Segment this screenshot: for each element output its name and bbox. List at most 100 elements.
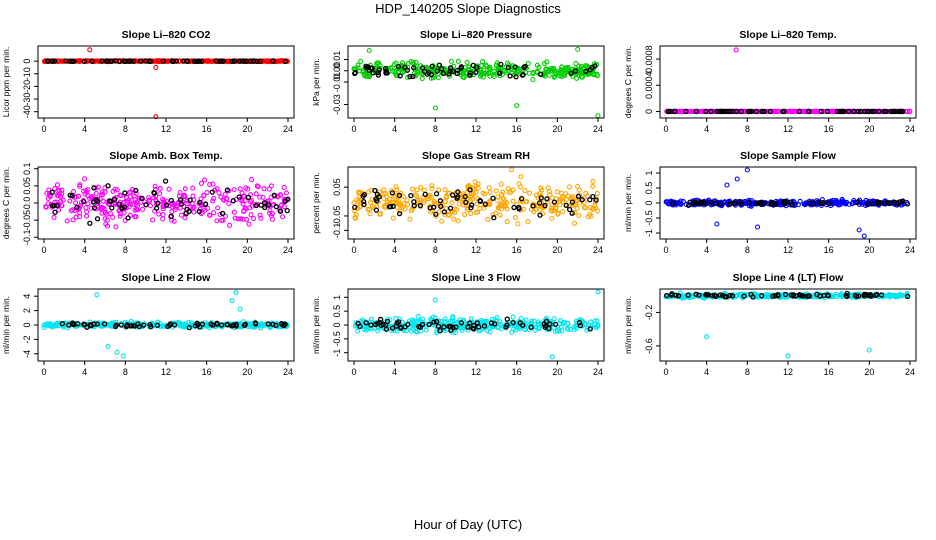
data-point xyxy=(110,214,116,220)
black-point xyxy=(143,202,149,208)
black-point xyxy=(838,108,845,115)
black-point xyxy=(373,196,379,202)
black-point xyxy=(805,108,812,115)
black-point xyxy=(714,108,720,115)
data-point xyxy=(487,189,493,195)
black-point xyxy=(89,58,95,64)
x-tick-label: 16 xyxy=(512,245,522,255)
black-point xyxy=(199,321,206,327)
black-point xyxy=(405,321,411,328)
data-point xyxy=(182,186,188,192)
black-point xyxy=(404,67,411,73)
black-point xyxy=(284,207,290,214)
black-point xyxy=(446,71,452,77)
data-point xyxy=(100,191,106,198)
data-point xyxy=(246,221,252,227)
panel-title: Slope Line 4 (LT) Flow xyxy=(733,272,844,284)
data-point xyxy=(247,199,253,205)
black-point xyxy=(282,198,288,204)
black-point xyxy=(504,316,510,322)
outlier-point xyxy=(87,47,93,53)
data-point xyxy=(592,202,598,209)
data-point xyxy=(258,325,264,331)
black-point xyxy=(458,65,464,71)
black-point xyxy=(738,108,744,115)
black-point xyxy=(683,108,689,115)
black-point xyxy=(265,321,271,327)
black-point xyxy=(361,201,367,208)
black-point xyxy=(496,70,502,77)
data-point xyxy=(153,197,159,203)
black-point xyxy=(231,58,238,64)
data-point xyxy=(160,216,166,222)
black-point xyxy=(420,65,426,71)
black-point xyxy=(253,321,259,327)
black-point xyxy=(389,190,396,196)
data-point xyxy=(257,194,263,200)
data-point xyxy=(473,189,479,195)
x-tick-label: 16 xyxy=(512,124,522,134)
black-point xyxy=(105,58,111,64)
data-point xyxy=(367,325,373,331)
data-point xyxy=(231,209,237,215)
data-point xyxy=(782,294,788,300)
data-point xyxy=(532,327,538,333)
x-tick-label: 0 xyxy=(663,367,668,377)
outlier-point xyxy=(229,297,235,304)
black-point xyxy=(875,200,881,206)
outlier-point xyxy=(785,353,791,359)
y-tick-label: -30 xyxy=(22,93,32,106)
data-point xyxy=(113,224,119,230)
data-point xyxy=(249,177,255,183)
black-point xyxy=(108,198,114,204)
black-point xyxy=(563,202,569,208)
x-tick-label: 24 xyxy=(593,124,603,134)
data-point xyxy=(582,71,589,77)
black-point xyxy=(155,200,161,206)
black-point xyxy=(165,323,171,330)
data-point xyxy=(411,318,417,324)
black-point xyxy=(438,203,444,210)
data-point xyxy=(594,73,600,79)
data-point xyxy=(448,58,454,64)
black-point xyxy=(209,189,215,195)
data-point xyxy=(515,325,521,331)
data-point xyxy=(352,215,359,221)
y-tick-label: 0.05 xyxy=(22,177,32,195)
black-point xyxy=(136,323,142,330)
data-point xyxy=(242,198,248,204)
outlier-point xyxy=(366,47,372,54)
data-point xyxy=(575,183,581,189)
black-point xyxy=(538,195,544,201)
black-point xyxy=(471,322,477,329)
data-point xyxy=(518,174,524,180)
black-point xyxy=(854,293,860,299)
x-tick-label: 4 xyxy=(392,124,397,134)
data-point xyxy=(573,60,579,67)
x-tick-label: 12 xyxy=(471,124,481,134)
data-point xyxy=(393,60,399,66)
data-point xyxy=(85,201,91,207)
data-point xyxy=(87,195,93,202)
data-point xyxy=(555,211,561,217)
data-point xyxy=(157,185,163,191)
data-point xyxy=(132,207,138,213)
data-point xyxy=(455,58,461,64)
data-point xyxy=(267,210,273,216)
black-point xyxy=(281,322,287,329)
data-point xyxy=(504,206,510,212)
data-point xyxy=(530,76,536,83)
data-point xyxy=(449,200,455,206)
data-point xyxy=(477,205,483,211)
data-point xyxy=(357,193,363,199)
data-point xyxy=(556,70,562,76)
black-point xyxy=(841,108,847,115)
data-point xyxy=(394,187,400,193)
plot-frame xyxy=(659,45,917,119)
black-point xyxy=(569,199,576,205)
data-point xyxy=(154,58,160,64)
black-point xyxy=(806,293,812,299)
panel-title: Slope Li–820 Pressure xyxy=(420,29,532,41)
data-point xyxy=(563,65,569,71)
black-point xyxy=(224,322,231,328)
